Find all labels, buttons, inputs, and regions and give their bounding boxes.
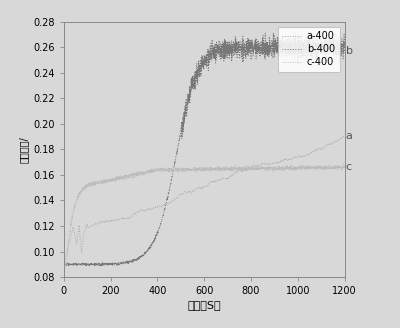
c-400 (299, 164, 304, 168)
b-400 (100, 263, 105, 267)
a-400 (100, 220, 105, 224)
c-400 (83, 185, 88, 189)
Legend: a-400, b-400, c-400: a-400, b-400, c-400 (278, 27, 340, 72)
b-400 (92, 262, 97, 266)
a-400 (69, 231, 74, 235)
Text: a: a (346, 131, 353, 141)
b-400 (84, 264, 88, 268)
b-400 (300, 47, 304, 51)
c-400 (189, 169, 194, 173)
b-400 (271, 31, 276, 35)
c-400 (92, 183, 97, 187)
b-400 (342, 49, 347, 53)
b-400 (62, 262, 66, 266)
b-400 (189, 76, 194, 80)
a-400 (189, 191, 194, 195)
c-400 (62, 264, 67, 268)
c-400 (69, 218, 74, 222)
a-400 (342, 134, 347, 138)
c-400 (342, 165, 347, 169)
a-400 (299, 155, 304, 159)
c-400 (100, 179, 105, 183)
b-400 (83, 262, 88, 266)
a-400 (92, 222, 97, 226)
a-400 (62, 262, 66, 266)
Text: c: c (346, 162, 352, 172)
Line: a-400: a-400 (64, 136, 344, 264)
Line: c-400: c-400 (64, 164, 344, 266)
Line: b-400: b-400 (64, 33, 344, 266)
a-400 (83, 227, 88, 231)
c-400 (341, 162, 346, 166)
a-400 (342, 134, 347, 138)
c-400 (62, 262, 66, 266)
Text: b: b (346, 46, 353, 56)
X-axis label: 时间（S）: 时间（S） (188, 300, 221, 310)
b-400 (69, 262, 74, 266)
Y-axis label: 摩擦系数/: 摩擦系数/ (19, 136, 29, 163)
